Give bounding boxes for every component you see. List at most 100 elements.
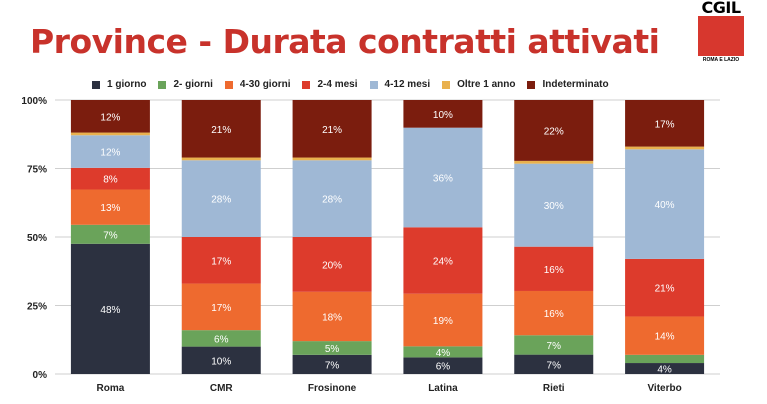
category-label: Frosinone [308, 383, 357, 394]
legend-item: 1 giorno [92, 79, 146, 90]
data-label: 21% [211, 125, 231, 136]
bar-segment [625, 363, 705, 374]
legend-label: Indeterminato [542, 79, 609, 90]
legend-label: 4-30 giorni [239, 79, 291, 90]
bar-segment [181, 283, 261, 331]
legend-item: 4-12 mesi [369, 79, 431, 90]
data-label: 21% [655, 284, 675, 295]
legend-swatch [527, 80, 536, 89]
y-tick-label: 100% [21, 96, 47, 107]
bar-segment [70, 189, 150, 225]
bar-segment [70, 100, 150, 133]
legend-swatch [442, 80, 451, 89]
data-label: 36% [433, 173, 453, 184]
bar-segment [292, 354, 372, 374]
legend-swatch [92, 80, 100, 89]
data-label: 24% [433, 257, 453, 268]
bar-segment [403, 100, 483, 128]
bar-segment [625, 100, 705, 147]
bar-segment [70, 167, 150, 190]
legend-swatch [369, 80, 378, 89]
legend-swatch [158, 80, 167, 89]
data-label: 6% [214, 334, 229, 345]
page-title: Province - Durata contratti attivati [30, 22, 660, 61]
bar-segment [292, 291, 372, 342]
data-label: 21% [322, 125, 342, 136]
data-label: 17% [211, 303, 231, 314]
bar-segment [292, 100, 372, 158]
bar-segment [70, 224, 150, 244]
chart-legend: 1 giorno 2- giorni 4-30 giorni 2-4 mesi 4-12… [92, 79, 621, 90]
data-label: 16% [544, 309, 564, 320]
category-label: CMR [210, 383, 234, 394]
bar-segment [625, 258, 705, 317]
data-label: 10% [211, 356, 231, 367]
bar-segment [514, 163, 594, 247]
bar-segment [181, 157, 261, 161]
legend-item: 2- giorni [158, 79, 213, 90]
data-label: 5% [325, 344, 340, 355]
bar-segment [403, 346, 483, 358]
bar-segment [625, 354, 705, 364]
data-label: 7% [103, 230, 118, 241]
bar-segment [292, 157, 372, 161]
bar-segment [514, 335, 594, 355]
bar-segment [403, 357, 483, 374]
bar-segment [70, 132, 150, 136]
data-label: 17% [211, 256, 231, 267]
legend-label: Oltre 1 anno [457, 79, 516, 90]
category-label: Latina [428, 383, 458, 394]
y-tick-label: 50% [27, 233, 47, 244]
legend-swatch [224, 80, 233, 89]
bar-segment [403, 227, 483, 294]
bar-segment [625, 146, 705, 150]
bar-segment [514, 160, 594, 164]
bar-segment [70, 243, 150, 374]
legend-label: 4-12 mesi [384, 79, 431, 90]
bar-segment [625, 316, 705, 355]
bar-segment [403, 293, 483, 347]
y-tick-label: 75% [27, 165, 47, 176]
legend-label: 2-4 mesi [317, 79, 358, 90]
data-label: 48% [100, 305, 120, 316]
data-label: 13% [100, 203, 120, 214]
logo-text: CGIL [701, 0, 741, 17]
data-label: 28% [211, 195, 231, 206]
legend-item: 4-30 giorni [224, 79, 291, 90]
data-label: 16% [544, 265, 564, 276]
data-label: 40% [655, 200, 675, 211]
bar-segment [181, 330, 261, 347]
data-label: 7% [325, 360, 340, 371]
bar-segment [292, 237, 372, 292]
data-label: 10% [433, 110, 453, 121]
category-label: Viterbo [647, 383, 681, 394]
data-label: 6% [436, 362, 451, 373]
data-label: 8% [103, 175, 118, 186]
bar-segment [70, 135, 150, 168]
data-label: 4% [436, 348, 451, 359]
bar-segment [514, 100, 594, 161]
logo-red-box [698, 16, 744, 56]
legend-label: 2- giorni [173, 79, 213, 90]
data-label: 7% [547, 360, 562, 371]
category-label: Rieti [543, 383, 565, 394]
legend-item: Oltre 1 anno [442, 79, 515, 90]
data-label: 18% [322, 312, 342, 323]
legend-label: 1 giorno [107, 79, 147, 90]
bar-segment [181, 100, 261, 158]
y-tick-label: 0% [33, 370, 48, 381]
bar-segment [514, 290, 594, 336]
bar-segment [292, 160, 372, 237]
data-label: 12% [100, 148, 120, 159]
data-label: 28% [322, 195, 342, 206]
bar-segment [181, 160, 261, 237]
bar-segment [181, 237, 261, 284]
legend-swatch [302, 80, 311, 89]
data-label: 20% [322, 260, 342, 271]
legend-item: 2-4 mesi [302, 79, 358, 90]
data-label: 12% [100, 112, 120, 123]
bar-segment [403, 127, 483, 228]
y-tick-label: 25% [27, 302, 47, 313]
data-label: 4% [657, 365, 672, 376]
